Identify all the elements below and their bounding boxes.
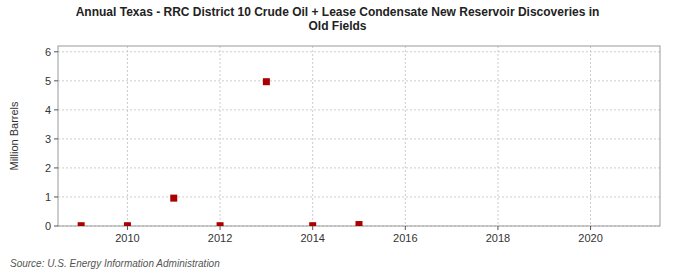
grid-line-y [58,80,660,81]
y-tick [54,196,58,197]
point [124,222,131,226]
x-tick [220,226,221,230]
y-tick-label: 5 [45,75,51,87]
point [78,222,85,226]
y-axis-label: Million Barrels [8,101,20,171]
grid [58,46,660,226]
y-tick-label: 2 [45,162,51,174]
x-tick [127,226,128,230]
y-tick [54,80,58,81]
x-tick [405,226,406,230]
grid-line-y [58,167,660,168]
grid-line-y [58,109,660,110]
grid-line-x [220,46,221,226]
y-tick [54,109,58,110]
y-tick [54,226,58,227]
axes: 2010 2012 2014 2016 2018 2020 0 1 2 3 4 5 6 [45,46,603,244]
title: Annual Texas - RRC District 10 Crude Oil… [76,5,600,33]
x-tick-label: 2010 [115,232,139,244]
chart-container: Annual Texas - RRC District 10 Crude Oil… [0,0,675,275]
point [170,195,177,202]
grid-line-x [497,46,498,226]
point [309,222,316,226]
y-tick [54,167,58,168]
title-line: Annual Texas - RRC District 10 Crude Oil… [76,5,600,19]
grid-line-y [58,138,660,139]
y-tick [54,138,58,139]
chart-svg: Annual Texas - RRC District 10 Crude Oil… [0,0,675,275]
plot-frame [58,46,660,226]
x-tick [497,226,498,230]
y-tick-label: 0 [45,220,51,232]
point [263,78,270,85]
x-tick [590,226,591,230]
grid-line-y [58,51,660,52]
x-tick-label: 2020 [578,232,602,244]
grid-line-x [127,46,128,226]
y-tick-label: 3 [45,133,51,145]
grid-line-x [312,46,313,226]
y-tick-label: 1 [45,191,51,203]
grid-line-x [405,46,406,226]
point [356,221,363,226]
x-tick [312,226,313,230]
y-tick-label: 4 [45,104,51,116]
x-tick-label: 2014 [300,232,324,244]
source: Source: U.S. Energy Information Administ… [10,258,220,269]
grid-line-x [590,46,591,226]
grid-line-y [58,196,660,197]
y-tick-label: 6 [45,46,51,58]
title-line: Old Fields [308,19,366,33]
x-tick-label: 2016 [393,232,417,244]
x-tick-label: 2012 [208,232,232,244]
x-tick-label: 2018 [486,232,510,244]
point [217,222,224,226]
points [78,78,363,226]
y-tick [54,51,58,52]
